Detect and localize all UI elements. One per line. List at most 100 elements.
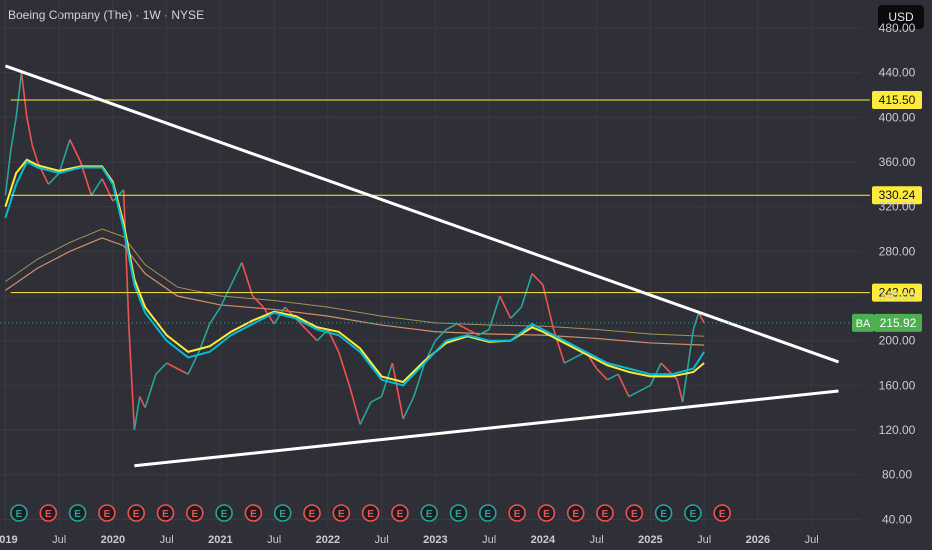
earnings-marker: E (713, 504, 732, 522)
earnings-marker: E (303, 504, 321, 522)
x-tick-label: 2019 (0, 534, 18, 546)
x-tick-label: Jul (267, 534, 281, 546)
price-segment (434, 328, 447, 342)
earnings-marker-ring (156, 504, 175, 522)
earnings-marker: E (449, 504, 468, 522)
price-segment (698, 312, 705, 324)
price-segment (681, 329, 695, 403)
price-segment (58, 139, 71, 174)
earnings-marker-label: E (16, 509, 23, 520)
earnings-marker-label: E (221, 509, 228, 520)
price-segment (122, 189, 130, 330)
x-tick-label: 2023 (423, 534, 447, 546)
earnings-marker: E (684, 504, 702, 522)
ma-fast-line (4, 160, 705, 387)
earnings-marker: E (273, 504, 292, 522)
earnings-marker-ring (303, 504, 321, 522)
x-tick-label: Jul (805, 534, 819, 546)
earnings-marker-label: E (484, 509, 491, 520)
price-segment (370, 395, 382, 403)
earnings-marker-ring (127, 504, 145, 522)
price-segment (47, 172, 60, 185)
earnings-marker: E (391, 504, 409, 522)
earnings-marker: E (420, 504, 439, 522)
earnings-marker-ring (596, 504, 614, 522)
earnings-marker: E (156, 504, 175, 522)
price-segment (552, 329, 566, 364)
price-segment (20, 72, 28, 118)
price-segment (359, 401, 372, 425)
price-segment (413, 362, 426, 397)
earnings-marker-ring (273, 504, 292, 522)
earnings-marker-label: E (250, 509, 257, 520)
earnings-marker-ring (537, 504, 556, 522)
earnings-marker-label: E (543, 509, 550, 520)
price-segment (155, 362, 168, 375)
earnings-marker-label: E (45, 509, 52, 520)
earnings-marker-ring (10, 504, 28, 522)
price-segment (31, 144, 39, 163)
y-tick-label: 200.00 (879, 334, 916, 348)
price-segment (628, 390, 640, 398)
resistance-label: 243.00 (879, 286, 916, 300)
earnings-marker-label: E (397, 509, 404, 520)
x-tick-label: Jul (52, 534, 66, 546)
x-tick-label: 2020 (101, 534, 125, 546)
x-tick-label: 2024 (531, 534, 556, 546)
ticker-badge (852, 313, 874, 332)
price-segment (660, 362, 673, 375)
price-segment (671, 373, 678, 381)
price-segment (4, 150, 12, 196)
price-segment (510, 306, 522, 319)
earnings-marker: E (596, 504, 614, 522)
x-tick-label: Jul (160, 534, 174, 546)
earnings-marker-ring (391, 504, 409, 522)
resistance-label: 415.50 (879, 93, 916, 107)
ma-long-band-line (5, 228, 705, 337)
price-segment (478, 328, 490, 336)
earnings-marker: E (244, 504, 263, 522)
earnings-marker-label: E (602, 509, 609, 520)
y-tick-label: 480.00 (879, 21, 916, 35)
last-price-bg (874, 313, 922, 332)
earnings-marker-ring (449, 504, 468, 522)
earnings-marker-label: E (426, 509, 433, 520)
earnings-marker-ring (186, 504, 204, 522)
earnings-marker: E (98, 504, 116, 522)
resistance-label-bg (872, 283, 922, 302)
earnings-marker: E (39, 504, 58, 522)
x-tick-label: Jul (375, 534, 389, 546)
earnings-marker: E (537, 504, 556, 522)
earnings-marker-ring (332, 504, 351, 522)
price-segment (676, 379, 684, 403)
earnings-marker-ring (684, 504, 702, 522)
earnings-marker-ring (625, 504, 644, 522)
price-segment (208, 306, 222, 325)
price-segment (639, 384, 651, 392)
earnings-marker-ring (361, 504, 380, 522)
chart-title: Boeing Company (The) · 1W · NYSE (8, 8, 205, 22)
price-segment (230, 262, 243, 286)
earnings-marker: E (332, 504, 351, 522)
y-tick-label: 320.00 (879, 200, 916, 214)
x-tick-label: 2025 (638, 534, 662, 546)
earnings-marker-ring (713, 504, 732, 522)
ma-long-line (5, 237, 705, 346)
earnings-marker: E (566, 504, 585, 522)
earnings-marker-ring (98, 504, 116, 522)
currency-button[interactable]: USD (878, 5, 924, 29)
earnings-marker-label: E (719, 509, 726, 520)
price-segment (520, 273, 533, 308)
x-tick-label: Jul (590, 534, 604, 546)
earnings-marker-ring (654, 504, 673, 522)
earnings-marker-label: E (690, 509, 697, 520)
earnings-marker: E (127, 504, 145, 522)
x-tick-label: 2026 (746, 534, 770, 546)
last-price-label: 215.92 (880, 316, 917, 330)
y-tick-label: 360.00 (879, 155, 916, 169)
earnings-marker: E (508, 504, 526, 522)
price-segment (337, 351, 351, 386)
earnings-marker-label: E (191, 509, 198, 520)
earnings-marker-ring (420, 504, 439, 522)
